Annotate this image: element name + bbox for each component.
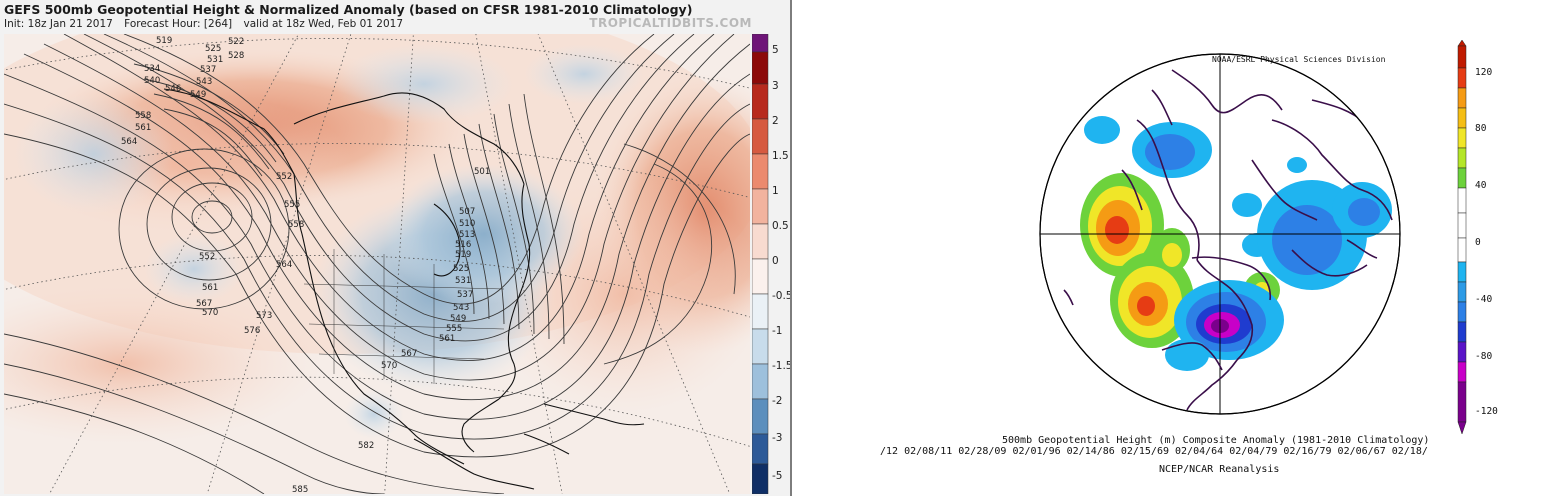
contour-label: 558 [288, 220, 304, 230]
contour-label: 543 [453, 303, 469, 313]
contour-label: 576 [244, 326, 260, 336]
composite-caption: 500mb Geopotential Height (m) Composite … [1002, 435, 1430, 446]
composite-cbar-label: -80 [1475, 351, 1493, 362]
contour-label: 507 [459, 207, 475, 217]
gefs-cbar-label: -1.5 [772, 360, 790, 372]
contour-label: 543 [196, 77, 212, 87]
gefs-colorbar [752, 34, 769, 494]
contour-label: 549 [190, 90, 206, 100]
contour-label: 561 [439, 334, 455, 344]
contour-label: 510 [459, 219, 475, 229]
composite-panel: NOAA/ESRL Physical Sciences Division 120… [792, 0, 1566, 496]
composite-cbar-label: 0 [1475, 237, 1481, 248]
gefs-cbar-label: 3 [772, 80, 779, 92]
gefs-cbar-label: 1.5 [772, 150, 789, 162]
contour-label: 546 [165, 84, 181, 94]
contour-label: 564 [276, 260, 292, 270]
gefs-cbar-label: -2 [772, 395, 783, 407]
gefs-cbar-label: -1 [772, 325, 783, 337]
gefs-cbar-label: 1 [772, 185, 779, 197]
contour-label: 573 [256, 311, 272, 321]
contour-label: 555 [446, 324, 462, 334]
contour-label: 555 [284, 200, 300, 210]
gefs-cbar-label: 0.5 [772, 220, 789, 232]
composite-cbar-label: -40 [1475, 294, 1493, 305]
gefs-cbar-label: -3 [772, 432, 783, 444]
contour-label: 561 [135, 123, 151, 133]
contour-label: 561 [202, 283, 218, 293]
contour-label: 564 [121, 137, 137, 147]
gefs-title: GEFS 500mb Geopotential Height & Normali… [4, 2, 693, 17]
contour-label: 552 [276, 172, 292, 182]
contour-label: 522 [228, 37, 244, 47]
psd-division-label: NOAA/ESRL Physical Sciences Division [1212, 55, 1386, 64]
contour-labels: 519 522 525 528 531 534 537 540 543 546 … [121, 36, 490, 494]
composite-colorbar [1457, 39, 1467, 435]
contour-label: 513 [459, 230, 475, 240]
gefs-valid-time: valid at 18z Wed, Feb 01 2017 [243, 18, 404, 30]
contour-label: 585 [292, 485, 308, 494]
contour-label: 531 [455, 276, 471, 286]
contour-label: 519 [156, 36, 172, 46]
contour-label: 537 [457, 290, 473, 300]
contour-label: 549 [450, 314, 466, 324]
contour-label: 567 [401, 349, 417, 359]
composite-cbar-label: 120 [1475, 67, 1493, 78]
contour-label: 540 [144, 76, 160, 86]
composite-dates: /12 02/08/11 02/28/09 02/01/96 02/14/86 … [880, 446, 1428, 457]
reanalysis-source: NCEP/NCAR Reanalysis [1159, 464, 1280, 475]
contour-label: 570 [381, 361, 397, 371]
panel-divider [790, 0, 792, 496]
contour-label: 528 [228, 51, 244, 61]
contour-label: 552 [199, 252, 215, 262]
contour-label: 534 [144, 64, 160, 74]
contour-label: 558 [135, 111, 151, 121]
contour-label: 525 [453, 264, 469, 274]
contour-label: 531 [207, 55, 223, 65]
gefs-init: Init: 18z Jan 21 2017 [4, 18, 113, 30]
gefs-subtitle: Init: 18z Jan 21 2017 Forecast Hour: [26… [4, 18, 411, 30]
composite-cbar-label: 80 [1475, 123, 1487, 134]
composite-anomaly-map [1039, 39, 1467, 435]
contour-label: 567 [196, 299, 212, 309]
gefs-cbar-label: -0.5 [772, 290, 790, 302]
contour-label: 519 [455, 250, 471, 260]
contour-label: 537 [200, 65, 216, 75]
composite-cbar-label: 40 [1475, 180, 1487, 191]
gefs-cbar-label: 0 [772, 255, 779, 267]
gefs-cbar-label: -5 [772, 470, 783, 482]
contour-label: 570 [202, 308, 218, 318]
gefs-cbar-label: 2 [772, 115, 779, 127]
site-watermark: TROPICALTIDBITS.COM [589, 16, 752, 30]
gefs-anomaly-map: 519 522 525 528 531 534 537 540 543 546 … [4, 34, 750, 494]
contour-label: 525 [205, 44, 221, 54]
contour-label: 582 [358, 441, 374, 451]
gefs-panel: GEFS 500mb Geopotential Height & Normali… [0, 0, 790, 496]
gefs-cbar-label: 5 [772, 44, 779, 56]
gefs-forecast-hour: Forecast Hour: [264] [124, 18, 233, 30]
composite-cbar-label: -120 [1475, 406, 1498, 417]
contour-label: 516 [455, 240, 471, 250]
contour-label: 501 [474, 167, 490, 177]
